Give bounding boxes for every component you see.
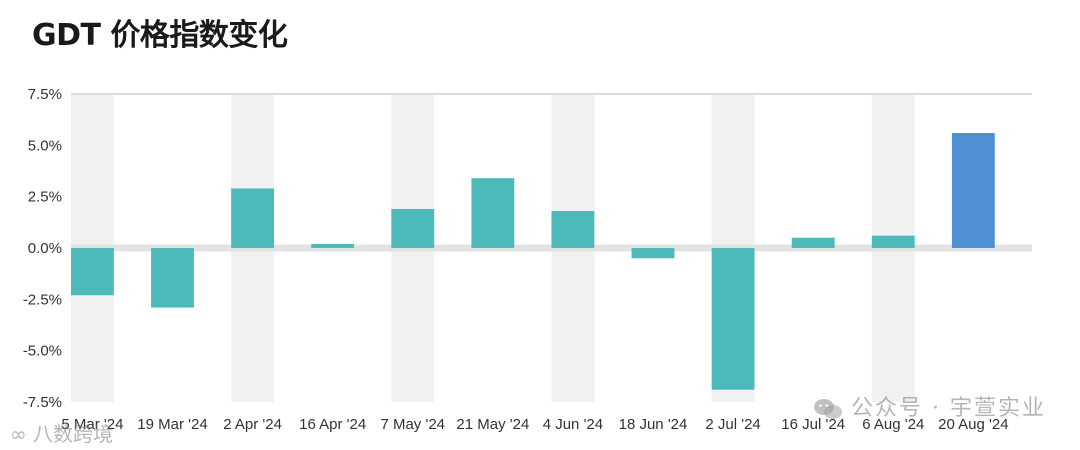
weibo-icon: ∞ bbox=[10, 422, 27, 446]
x-tick-label: 19 Mar '24 bbox=[137, 416, 207, 433]
y-tick-label: 7.5% bbox=[28, 86, 62, 103]
bar bbox=[471, 178, 515, 248]
x-tick-label: 2 Jul '24 bbox=[705, 416, 760, 433]
x-tick-label: 5 Mar '24 bbox=[61, 416, 123, 433]
x-tick-label: 20 Aug '24 bbox=[938, 416, 1008, 433]
watermark-right: 公众号 · 宇萱实业 bbox=[813, 390, 1046, 422]
bar bbox=[231, 188, 275, 248]
watermark-left-text: 八数跨境 bbox=[33, 422, 114, 446]
x-tick-label: 18 Jun '24 bbox=[619, 416, 688, 433]
bar bbox=[551, 211, 595, 248]
chart-title: GDT 价格指数变化 bbox=[32, 18, 288, 53]
x-tick-label: 7 May '24 bbox=[380, 416, 445, 433]
y-tick-label: 0.0% bbox=[28, 240, 62, 257]
x-axis-ticks: 5 Mar '24 19 Mar '24 2 Apr '24 16 Apr '24 7 … bbox=[61, 416, 1008, 433]
x-tick-label: 4 Jun '24 bbox=[543, 416, 603, 433]
x-tick-label: 16 Apr '24 bbox=[299, 416, 366, 433]
y-tick-label: 2.5% bbox=[28, 189, 62, 206]
bar bbox=[951, 133, 995, 248]
watermark-right-text: 公众号 · 宇萱实业 bbox=[851, 396, 1046, 421]
wechat-icon bbox=[814, 399, 843, 419]
y-tick-label: -7.5% bbox=[23, 394, 62, 411]
x-tick-label: 21 May '24 bbox=[456, 416, 529, 433]
y-tick-label: 5.0% bbox=[28, 137, 62, 154]
bar bbox=[391, 208, 435, 248]
y-tick-label: -2.5% bbox=[23, 291, 62, 308]
x-tick-label: 6 Aug '24 bbox=[862, 416, 924, 433]
bar bbox=[71, 248, 114, 296]
bar bbox=[151, 248, 194, 308]
bar bbox=[871, 235, 915, 248]
x-tick-label: 16 Jul '24 bbox=[781, 416, 845, 433]
bar bbox=[791, 237, 835, 248]
bars bbox=[71, 133, 995, 390]
y-tick-label: -5.0% bbox=[23, 343, 62, 360]
x-tick-label: 2 Apr '24 bbox=[223, 416, 282, 433]
watermark-left: ∞ 八数跨境 bbox=[10, 418, 113, 447]
bar bbox=[311, 243, 355, 248]
bar bbox=[631, 248, 675, 259]
bar bbox=[711, 248, 755, 390]
y-axis-ticks: 7.5% 5.0% 2.5% 0.0% -2.5% -5.0% -7.5% bbox=[23, 86, 62, 411]
